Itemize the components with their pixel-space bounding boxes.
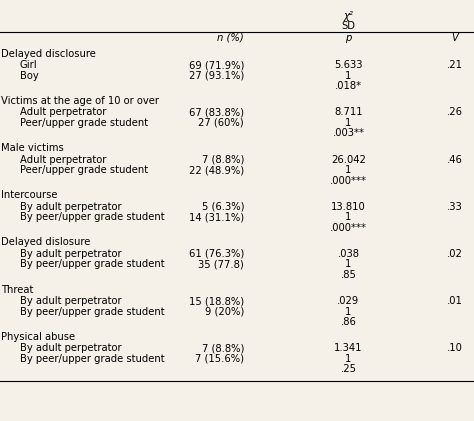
Text: .003**: .003**: [332, 128, 365, 139]
Text: .86: .86: [340, 317, 356, 327]
Text: Peer/upper grade student: Peer/upper grade student: [20, 118, 148, 128]
Text: p: p: [345, 33, 352, 43]
Text: Adult perpetrator: Adult perpetrator: [20, 107, 106, 117]
Text: 1: 1: [345, 259, 352, 269]
Text: .000***: .000***: [330, 223, 367, 233]
Text: 1: 1: [345, 165, 352, 175]
Text: Adult perpetrator: Adult perpetrator: [20, 155, 106, 165]
Text: 22 (48.9%): 22 (48.9%): [189, 165, 244, 175]
Text: .26: .26: [447, 107, 463, 117]
Text: Threat: Threat: [1, 285, 33, 295]
Text: Girl: Girl: [20, 60, 37, 70]
Text: 67 (83.8%): 67 (83.8%): [189, 107, 244, 117]
Text: Delayed disclosure: Delayed disclosure: [1, 49, 96, 59]
Text: Physical abuse: Physical abuse: [1, 332, 75, 342]
Text: By peer/upper grade student: By peer/upper grade student: [20, 259, 164, 269]
Text: 8.711: 8.711: [334, 107, 363, 117]
Text: Victims at the age of 10 or over: Victims at the age of 10 or over: [1, 96, 159, 106]
Text: Delayed dislosure: Delayed dislosure: [1, 237, 91, 248]
Text: 27 (93.1%): 27 (93.1%): [189, 71, 244, 81]
Text: χ²: χ²: [344, 11, 353, 21]
Text: By peer/upper grade student: By peer/upper grade student: [20, 212, 164, 222]
Text: By adult perpetrator: By adult perpetrator: [20, 249, 121, 259]
Text: V: V: [452, 33, 458, 43]
Text: .21: .21: [447, 60, 463, 70]
Text: .029: .029: [337, 296, 359, 306]
Text: 61 (76.3%): 61 (76.3%): [189, 249, 244, 259]
Text: Intercourse: Intercourse: [1, 190, 57, 200]
Text: Boy: Boy: [20, 71, 39, 81]
Text: 7 (8.8%): 7 (8.8%): [202, 155, 244, 165]
Text: By adult perpetrator: By adult perpetrator: [20, 296, 121, 306]
Text: By peer/upper grade student: By peer/upper grade student: [20, 354, 164, 364]
Text: 69 (71.9%): 69 (71.9%): [189, 60, 244, 70]
Text: 1: 1: [345, 306, 352, 317]
Text: .000***: .000***: [330, 176, 367, 186]
Text: 7 (8.8%): 7 (8.8%): [202, 343, 244, 353]
Text: 15 (18.8%): 15 (18.8%): [189, 296, 244, 306]
Text: 1: 1: [345, 354, 352, 364]
Text: .46: .46: [447, 155, 463, 165]
Text: SD: SD: [341, 21, 356, 31]
Text: 5.633: 5.633: [334, 60, 363, 70]
Text: 1.341: 1.341: [334, 343, 363, 353]
Text: .018*: .018*: [335, 81, 362, 91]
Text: 35 (77.8): 35 (77.8): [198, 259, 244, 269]
Text: .10: .10: [447, 343, 463, 353]
Text: Peer/upper grade student: Peer/upper grade student: [20, 165, 148, 175]
Text: 1: 1: [345, 212, 352, 222]
Text: .33: .33: [447, 202, 463, 212]
Text: 1: 1: [345, 118, 352, 128]
Text: By adult perpetrator: By adult perpetrator: [20, 202, 121, 212]
Text: By adult perpetrator: By adult perpetrator: [20, 343, 121, 353]
Text: .25: .25: [340, 364, 356, 374]
Text: .038: .038: [337, 249, 359, 259]
Text: 1: 1: [345, 71, 352, 81]
Text: 7 (15.6%): 7 (15.6%): [195, 354, 244, 364]
Text: 14 (31.1%): 14 (31.1%): [189, 212, 244, 222]
Text: 26.042: 26.042: [331, 155, 366, 165]
Text: .02: .02: [447, 249, 463, 259]
Text: 9 (20%): 9 (20%): [205, 306, 244, 317]
Text: 5 (6.3%): 5 (6.3%): [201, 202, 244, 212]
Text: By peer/upper grade student: By peer/upper grade student: [20, 306, 164, 317]
Text: 13.810: 13.810: [331, 202, 366, 212]
Text: .85: .85: [340, 270, 356, 280]
Text: 27 (60%): 27 (60%): [199, 118, 244, 128]
Text: n (%): n (%): [218, 33, 244, 43]
Text: Male victims: Male victims: [1, 143, 64, 153]
Text: .01: .01: [447, 296, 463, 306]
